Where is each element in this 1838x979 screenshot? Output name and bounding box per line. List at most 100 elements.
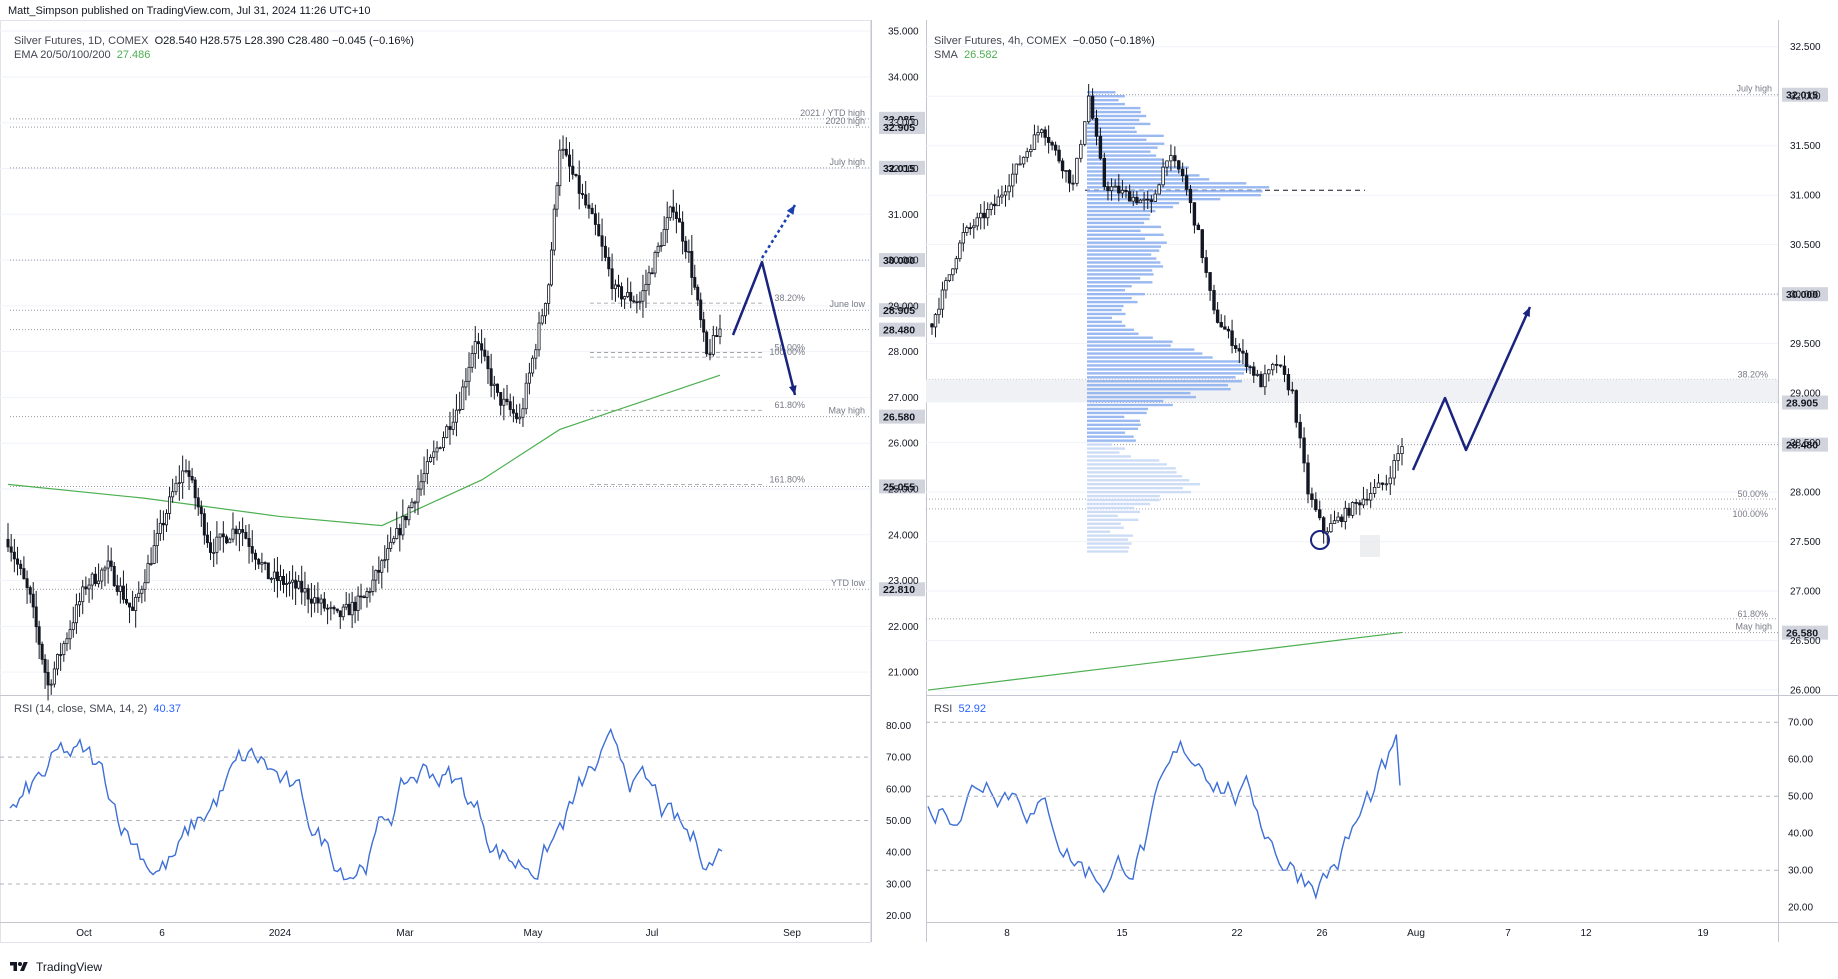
right-time-axis[interactable]: 8 15 22 26 Aug 7 12 19 [1004, 928, 1709, 939]
right-candle-body [1046, 136, 1051, 143]
left-candle-body [168, 496, 172, 514]
right-candle-body [1094, 117, 1099, 137]
right-candle-body [1184, 175, 1189, 190]
left-price-tick: 23.000 [888, 576, 919, 587]
left-level-label: 2020 high [825, 116, 865, 126]
volume-profile-bar [1087, 372, 1244, 375]
right-price-tick: 31.500 [1790, 141, 1821, 152]
volume-profile-bar [1087, 91, 1116, 94]
left-rsi-tick: 60.00 [886, 784, 911, 795]
right-candle-body [1248, 366, 1252, 369]
left-candle-body [112, 565, 116, 587]
volume-profile-bar [1087, 182, 1247, 185]
volume-profile-bar [1087, 332, 1139, 335]
left-candle-body [241, 529, 245, 533]
right-candle-body [1138, 199, 1143, 204]
left-candle-body [555, 185, 559, 210]
right-candle-body [1282, 365, 1287, 375]
left-candle-body [275, 571, 279, 582]
volume-profile-bar [1087, 225, 1162, 229]
right-candle-body [1135, 196, 1139, 204]
left-time-axis[interactable]: Oct 6 2024 Mar May Jul Sep [76, 928, 801, 939]
left-candle-body [109, 560, 113, 567]
left-candle-body [34, 606, 38, 628]
right-candle-body [1106, 186, 1110, 191]
left-candle-body [68, 629, 72, 640]
left-candle-body [377, 569, 381, 573]
right-candle-body [979, 212, 983, 219]
right-candle-body [1113, 185, 1117, 188]
right-candle-body [1354, 502, 1358, 504]
volume-profile-bar [1087, 229, 1141, 233]
footer[interactable]: TradingView [8, 960, 102, 974]
left-candle-body [632, 300, 636, 303]
volume-profile-bar [1087, 154, 1157, 157]
volume-profile-bar [1087, 368, 1250, 371]
left-candle-body [641, 290, 645, 302]
left-candle-body [205, 534, 209, 544]
right-price-axis[interactable]: 32.500 32.000 31.500 31.000 30.500 30.000 29.5… [926, 42, 1821, 914]
volume-profile-bar [1087, 217, 1150, 221]
volume-profile-bar [1087, 308, 1122, 312]
right-candle-body [1083, 121, 1087, 145]
right-candle-body [1157, 184, 1161, 195]
right-price-tick: 30.500 [1790, 240, 1821, 251]
left-candle-body [702, 319, 706, 333]
left-candle-body [419, 481, 423, 490]
right-candle-body [1347, 507, 1351, 516]
left-candle-body [65, 638, 69, 645]
left-price-tick: 24.000 [888, 530, 919, 541]
ema-line [7, 374, 721, 527]
volume-profile-bar [1087, 344, 1171, 347]
left-candle-body [531, 357, 535, 374]
left-price-axis[interactable]: 35.000 34.000 33.000 32.000 31.000 30.000 29.0… [0, 27, 919, 923]
volume-profile-bar [1087, 380, 1242, 383]
left-rsi-line [9, 727, 723, 881]
right-price-tick: 27.500 [1790, 537, 1821, 548]
left-price-tick: 31.000 [888, 210, 919, 221]
left-time-tick: May [524, 928, 543, 939]
left-candle-body [626, 292, 630, 297]
volume-profile-bar [1087, 490, 1191, 494]
volume-profile-bar [1087, 312, 1126, 316]
right-candle-body [1196, 224, 1201, 231]
left-time-tick: 6 [159, 928, 165, 939]
volume-profile-bar [1087, 98, 1119, 102]
right-candle-body [1071, 182, 1075, 185]
right-price-tick: 32.500 [1790, 42, 1821, 53]
left-candle-body [561, 148, 565, 151]
left-rsi-label: RSI (14, close, SMA, 14, 2) [14, 703, 148, 715]
left-time-tick: Sep [783, 928, 801, 939]
right-time-tick: 7 [1505, 928, 1511, 939]
left-candle-body [653, 252, 657, 274]
right-candle-body [1274, 363, 1279, 366]
left-candle-body [489, 368, 493, 386]
left-candle-body [171, 491, 175, 498]
volume-profile-bar [1087, 391, 1191, 395]
right-candle-body [1219, 322, 1223, 328]
right-candle-body [1086, 95, 1091, 123]
left-candle-body [644, 283, 648, 292]
volume-profile-bar [1087, 269, 1153, 272]
left-rsi-tick: 80.00 [886, 721, 911, 732]
left-candle-body [593, 213, 597, 225]
left-candle-body [128, 602, 132, 608]
left-candle-body [401, 515, 405, 536]
right-candle-body [1146, 198, 1150, 201]
left-candle-body [524, 382, 528, 410]
volume-profile-bar [1087, 150, 1151, 153]
left-price-badge [879, 322, 925, 337]
volume-profile-bar [1087, 138, 1147, 141]
right-candle-body [968, 227, 972, 230]
left-candle-body [389, 541, 393, 549]
left-price-badge [879, 582, 925, 597]
right-candle-body [1018, 163, 1022, 166]
left-candle-body [416, 488, 420, 503]
left-candle-body [711, 335, 715, 355]
left-price-badge [879, 160, 925, 175]
left-price-tick: 21.000 [888, 668, 919, 679]
right-candle-body [1090, 95, 1095, 119]
volume-profile-bar [1087, 376, 1236, 379]
left-candle-body [59, 654, 63, 656]
